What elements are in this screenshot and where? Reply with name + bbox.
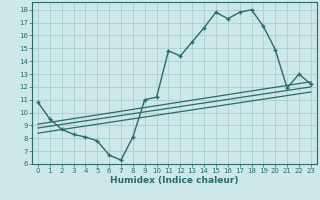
X-axis label: Humidex (Indice chaleur): Humidex (Indice chaleur) (110, 176, 239, 185)
